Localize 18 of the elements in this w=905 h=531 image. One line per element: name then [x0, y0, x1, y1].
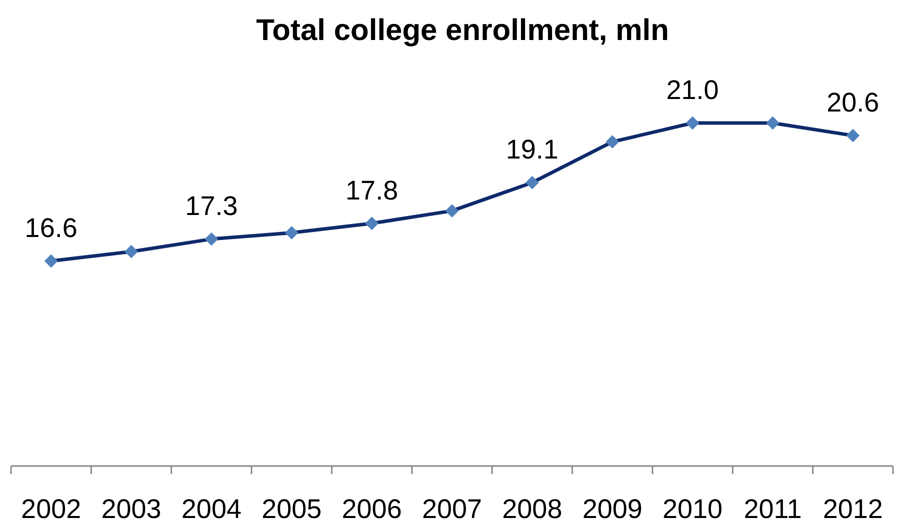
chart-title: Total college enrollment, mln [256, 14, 669, 47]
x-tick-label: 2010 [662, 494, 723, 524]
data-label: 16.6 [24, 213, 78, 243]
x-tick-label: 2011 [744, 494, 802, 524]
x-tick-label: 2002 [21, 494, 82, 524]
x-tick-label: 2009 [582, 494, 642, 524]
data-label: 17.8 [346, 175, 398, 206]
data-label: 20.6 [826, 88, 880, 118]
x-tick-label: 2003 [101, 494, 162, 524]
x-tick-label: 2007 [422, 494, 482, 524]
x-tick-label: 2008 [502, 494, 562, 524]
data-label: 21.0 [666, 75, 719, 105]
x-tick-label: 2012 [822, 494, 883, 524]
x-tick-label: 2004 [181, 494, 242, 524]
data-label: 19.1 [506, 134, 558, 165]
data-label: 17.3 [185, 191, 238, 222]
x-tick-label: 2005 [262, 494, 322, 524]
x-tick-label: 2006 [342, 494, 402, 524]
